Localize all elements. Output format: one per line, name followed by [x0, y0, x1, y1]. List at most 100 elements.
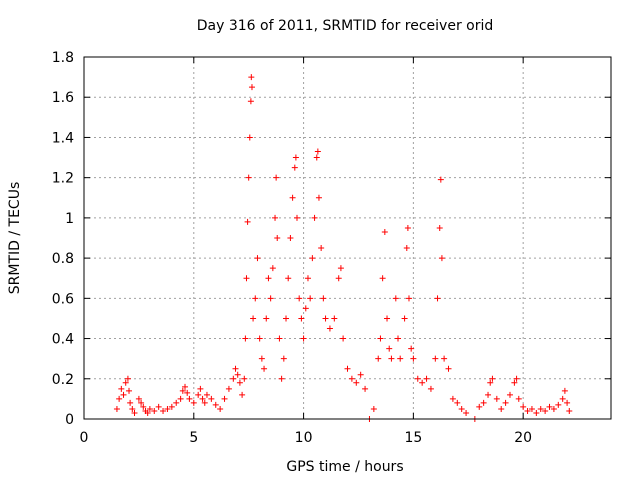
data-point — [118, 385, 125, 392]
data-point — [555, 401, 562, 408]
data-point — [506, 391, 513, 398]
data-point — [353, 379, 360, 386]
y-tick-label: 1.6 — [52, 90, 74, 106]
data-point — [160, 407, 167, 414]
data-point — [463, 409, 470, 416]
data-point — [313, 154, 320, 161]
data-point — [335, 275, 342, 282]
data-point — [528, 405, 535, 412]
data-point — [261, 365, 268, 372]
data-point — [314, 148, 321, 155]
data-point — [419, 379, 426, 386]
data-point — [245, 174, 252, 181]
data-point — [247, 98, 254, 105]
data-point — [208, 395, 215, 402]
data-point — [201, 399, 208, 406]
data-point — [293, 214, 300, 221]
data-point — [179, 387, 186, 394]
data-point — [434, 295, 441, 302]
data-point — [236, 379, 243, 386]
data-point — [344, 365, 351, 372]
data-point — [403, 245, 410, 252]
data-point — [182, 383, 189, 390]
data-point — [375, 355, 382, 362]
data-point — [151, 407, 158, 414]
data-point — [126, 387, 133, 394]
data-point — [197, 385, 204, 392]
data-point — [248, 74, 255, 81]
data-point — [307, 295, 314, 302]
data-point — [280, 355, 287, 362]
data-point — [244, 218, 251, 225]
data-point — [337, 265, 344, 272]
data-point — [432, 355, 439, 362]
data-point — [550, 405, 557, 412]
data-point — [273, 174, 280, 181]
data-point — [239, 391, 246, 398]
data-point — [203, 391, 210, 398]
y-tick-label: 1 — [65, 211, 74, 227]
data-point — [502, 399, 509, 406]
data-point — [287, 235, 294, 241]
data-point — [397, 355, 404, 362]
data-point — [190, 399, 197, 406]
data-point — [212, 401, 219, 408]
data-point — [298, 315, 305, 322]
data-point — [357, 371, 364, 378]
data-point — [408, 345, 415, 352]
data-point — [513, 375, 520, 382]
data-point — [322, 315, 329, 322]
data-point — [124, 375, 131, 382]
data-point — [437, 176, 444, 183]
data-point — [129, 405, 136, 412]
data-point — [458, 405, 465, 412]
data-point — [230, 375, 237, 382]
x-tick-label: 0 — [80, 430, 89, 446]
data-point — [138, 399, 145, 406]
data-point — [246, 134, 253, 141]
data-point — [395, 335, 402, 342]
data-point — [122, 379, 129, 386]
data-point — [348, 375, 355, 382]
data-point — [386, 345, 393, 352]
data-point — [480, 399, 487, 406]
data-point — [234, 371, 241, 378]
data-point — [267, 295, 274, 302]
chart-title: Day 316 of 2011, SRMTID for receiver ori… — [197, 18, 494, 34]
data-point — [243, 275, 250, 282]
data-point — [113, 405, 120, 412]
data-point — [559, 395, 566, 402]
data-point — [311, 214, 318, 221]
data-point — [135, 395, 142, 402]
data-point — [441, 355, 448, 362]
data-point — [292, 154, 299, 161]
data-point — [485, 391, 492, 398]
data-point — [410, 355, 417, 362]
data-point — [520, 403, 527, 410]
data-point — [524, 407, 531, 414]
data-point — [438, 255, 445, 262]
data-point — [296, 295, 303, 302]
data-point — [155, 403, 162, 410]
data-point — [250, 315, 257, 322]
data-point — [401, 315, 408, 322]
data-point — [454, 399, 461, 406]
data-point — [184, 389, 191, 396]
data-point — [140, 403, 147, 410]
data-point — [131, 409, 138, 416]
data-point — [304, 275, 311, 282]
data-point — [186, 395, 193, 402]
data-point — [309, 255, 316, 262]
data-point — [127, 399, 134, 406]
data-point — [241, 375, 248, 382]
y-axis-label: SRMTID / TECUs — [7, 182, 23, 295]
data-point — [362, 385, 369, 392]
data-point — [326, 325, 333, 332]
data-point — [379, 275, 386, 282]
data-point — [537, 405, 544, 412]
data-point — [302, 305, 309, 312]
y-tick-label: 0.8 — [52, 251, 74, 267]
data-point — [564, 399, 571, 406]
y-tick-label: 1.2 — [52, 171, 74, 187]
